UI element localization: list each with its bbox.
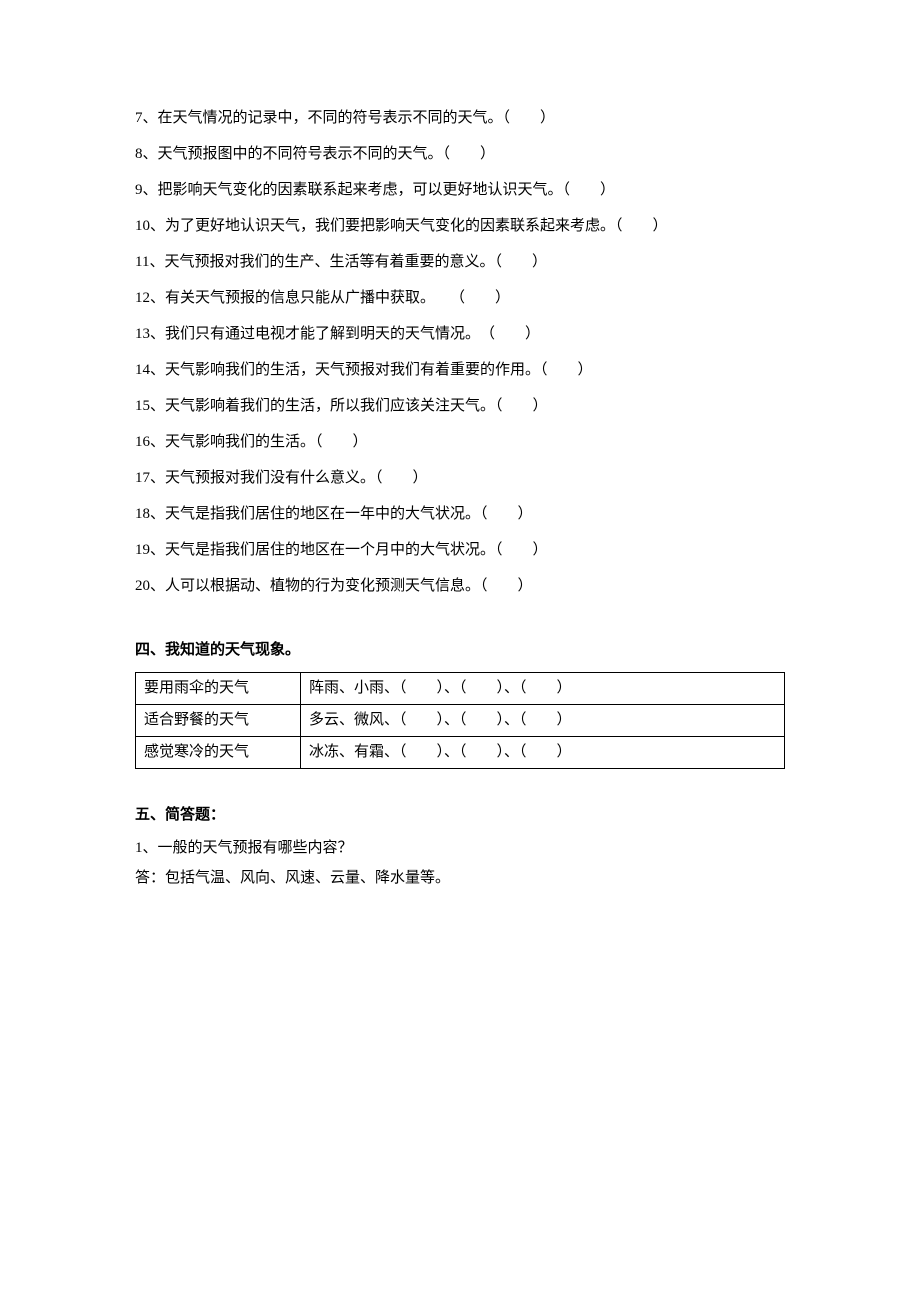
section-4-title: 四、我知道的天气现象。 [135,632,785,668]
table-cell-label: 感觉寒冷的天气 [136,737,301,769]
question-19: 19、天气是指我们居住的地区在一个月中的大气状况。（ ） [135,532,785,568]
question-11: 11、天气预报对我们的生产、生活等有着重要的意义。（ ） [135,244,785,280]
table-row: 要用雨伞的天气阵雨、小雨、（ ）、（ ）、（ ） [136,673,785,705]
section-5-title: 五、简答题： [135,797,785,833]
question-18: 18、天气是指我们居住的地区在一年中的大气状况。（ ） [135,496,785,532]
question-17: 17、天气预报对我们没有什么意义。（ ） [135,460,785,496]
question-10: 10、为了更好地认识天气，我们要把影响天气变化的因素联系起来考虑。（ ） [135,208,785,244]
question-13: 13、我们只有通过电视才能了解到明天的天气情况。 （ ） [135,316,785,352]
table-cell-content: 阵雨、小雨、（ ）、（ ）、（ ） [301,673,785,705]
table-cell-content: 多云、微风、（ ）、（ ）、（ ） [301,705,785,737]
weather-table: 要用雨伞的天气阵雨、小雨、（ ）、（ ）、（ ）适合野餐的天气多云、微风、（ ）… [135,672,785,769]
question-14: 14、天气影响我们的生活，天气预报对我们有着重要的作用。（ ） [135,352,785,388]
question-9: 9、把影响天气变化的因素联系起来考虑，可以更好地认识天气。（ ） [135,172,785,208]
question-15: 15、天气影响着我们的生活，所以我们应该关注天气。（ ） [135,388,785,424]
table-cell-content: 冰冻、有霜、（ ）、（ ）、（ ） [301,737,785,769]
section-5-question: 1、一般的天气预报有哪些内容？ [135,833,785,863]
question-8: 8、天气预报图中的不同符号表示不同的天气。（ ） [135,136,785,172]
table-row: 适合野餐的天气多云、微风、（ ）、（ ）、（ ） [136,705,785,737]
table-row: 感觉寒冷的天气冰冻、有霜、（ ）、（ ）、（ ） [136,737,785,769]
question-12: 12、有关天气预报的信息只能从广播中获取。 （ ） [135,280,785,316]
question-16: 16、天气影响我们的生活。（ ） [135,424,785,460]
table-cell-label: 适合野餐的天气 [136,705,301,737]
question-20: 20、人可以根据动、植物的行为变化预测天气信息。（ ） [135,568,785,604]
section-5-answer: 答：包括气温、风向、风速、云量、降水量等。 [135,863,785,893]
table-cell-label: 要用雨伞的天气 [136,673,301,705]
question-7: 7、在天气情况的记录中，不同的符号表示不同的天气。（ ） [135,100,785,136]
